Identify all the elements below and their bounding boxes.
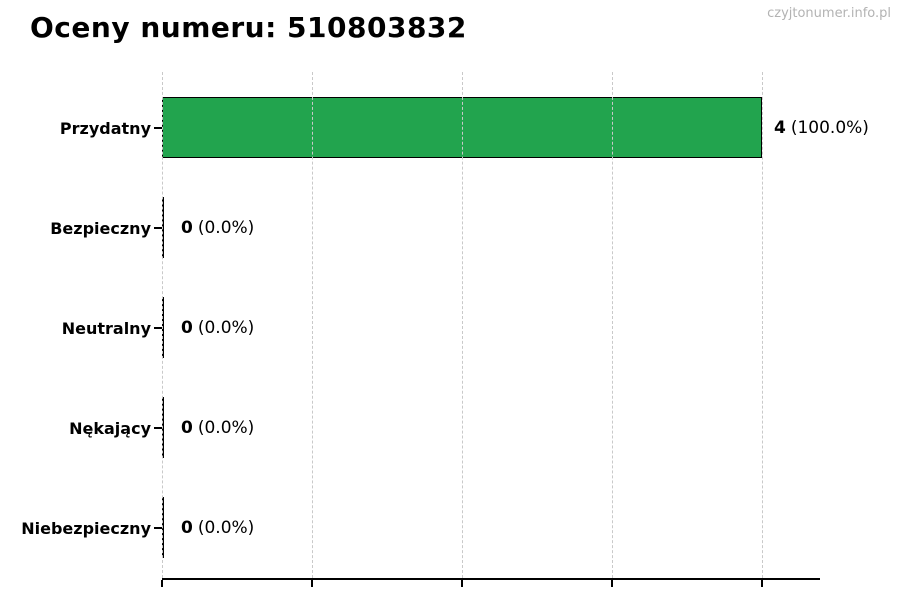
value-count: 4 [774, 118, 786, 138]
x-axis-tick [761, 580, 763, 587]
bar-rows: Przydatny 4 (100.0%) Bezpieczny 0 (0.0%) N… [21, 78, 869, 578]
rating-bar [162, 297, 164, 358]
bar-row: Neutralny 0 (0.0%) [62, 278, 820, 378]
y-axis-tick [154, 227, 162, 229]
value-label: 0 (0.0%) [181, 418, 254, 438]
category-label: Neutralny [61, 318, 151, 338]
category-label: Nękający [69, 418, 151, 438]
bar-row: Niebezpieczny 0 (0.0%) [21, 478, 820, 578]
rating-bar [162, 97, 762, 158]
value-count: 0 [181, 518, 193, 538]
x-axis-tick [311, 580, 313, 587]
value-label: 0 (0.0%) [181, 318, 254, 338]
rating-bar [162, 197, 164, 258]
value-percentage: (0.0%) [197, 418, 255, 438]
rating-bar [162, 497, 164, 558]
value-label: 4 (100.0%) [774, 118, 869, 138]
value-count: 0 [181, 218, 193, 238]
value-percentage: (0.0%) [197, 518, 255, 538]
x-axis-ticks [161, 578, 820, 587]
value-label: 0 (0.0%) [181, 218, 254, 238]
watermark-text: czyjtonumer.info.pl [767, 6, 891, 21]
value-percentage: (0.0%) [197, 318, 255, 338]
x-axis-tick [461, 580, 463, 587]
y-axis-tick [154, 427, 162, 429]
bar-row: Bezpieczny 0 (0.0%) [50, 178, 820, 278]
x-axis-tick [611, 580, 613, 587]
x-axis-tick [161, 580, 163, 587]
y-axis-tick [154, 527, 162, 529]
rating-bar [162, 397, 164, 458]
value-count: 0 [181, 418, 193, 438]
value-label: 0 (0.0%) [181, 518, 254, 538]
category-label: Przydatny [59, 118, 151, 138]
value-percentage: (0.0%) [197, 218, 255, 238]
bar-row: Nękający 0 (0.0%) [69, 378, 820, 478]
category-label: Niebezpieczny [21, 518, 151, 538]
bar-row: Przydatny 4 (100.0%) [60, 78, 869, 178]
y-axis-tick [154, 327, 162, 329]
value-percentage: (100.0%) [790, 118, 869, 138]
y-axis-tick [154, 127, 162, 129]
value-count: 0 [181, 318, 193, 338]
plot-area: Przydatny 4 (100.0%) Bezpieczny 0 (0.0%) N… [21, 72, 869, 587]
chart-title: Oceny numeru: 510803832 [30, 11, 467, 44]
category-label: Bezpieczny [50, 218, 151, 238]
